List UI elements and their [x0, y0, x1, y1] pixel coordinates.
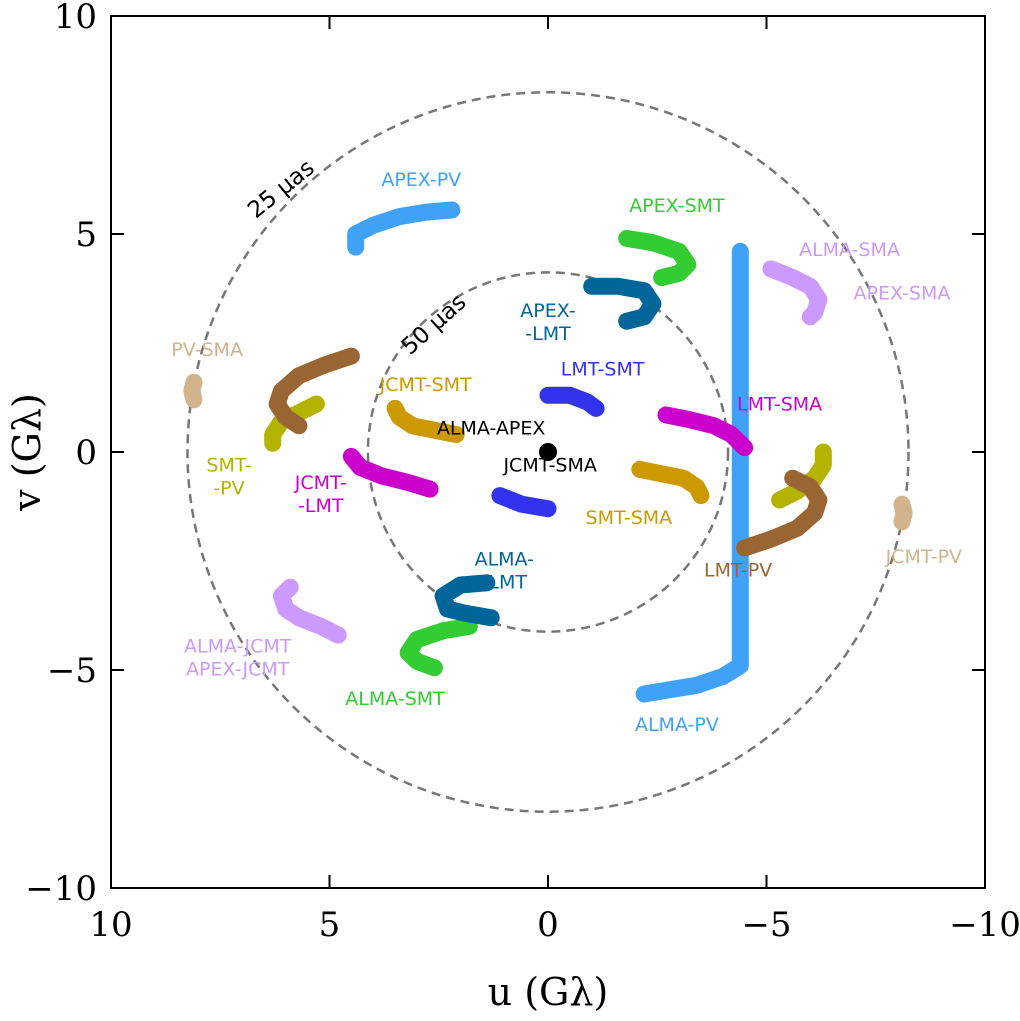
baseline-label-line: JCMT-	[294, 472, 347, 494]
track-alma-pv	[635, 242, 749, 703]
baseline-label-line: ALMA-PV	[635, 714, 719, 736]
baseline-label-line: LMT-PV	[704, 559, 772, 581]
track-alma-sma	[762, 260, 828, 326]
baseline-label-line: -PV	[213, 478, 244, 500]
baseline-label-17: ALMA-JCMT APEX-JCMT	[184, 636, 292, 681]
baseline-label-line: ALMA-SMA	[799, 239, 900, 261]
baseline-label-19: ALMA-PV	[635, 714, 719, 736]
baseline-label-line: ALMA-SMT	[345, 688, 445, 710]
baseline-label-line: APEX-SMT	[629, 195, 725, 217]
baseline-label-line: JCMT-SMT	[379, 374, 472, 396]
baseline-label-0: APEX-PV	[381, 169, 461, 191]
track-apex-lmt	[583, 277, 662, 330]
baseline-label-8: LMT-SMA	[737, 394, 822, 416]
baseline-label-line: -LMT	[525, 323, 571, 345]
track-lmt-pv-conj-	[736, 469, 828, 557]
y-tick-label: 0	[75, 433, 97, 473]
baseline-label-18: ALMA-SMT	[345, 688, 445, 710]
track-lmt-pv	[268, 347, 360, 435]
baseline-label-12: JCMT--LMT	[294, 472, 347, 517]
baseline-label-line: SMT-SMA	[586, 507, 673, 529]
track-smt-sma	[631, 460, 710, 505]
track-apex-pv	[347, 201, 461, 256]
track-lmt-sma	[657, 406, 754, 457]
baseline-label-11: SMT--PV	[206, 455, 251, 500]
baseline-label-14: JCMT-PV	[885, 546, 962, 568]
center-point	[539, 443, 557, 461]
baseline-label-line: PV-SMA	[171, 339, 243, 361]
baseline-label-13: SMT-SMA	[586, 507, 673, 529]
baseline-label-line: APEX-SMA	[854, 282, 951, 304]
y-tick-label: 5	[75, 215, 97, 255]
track-pv-sma	[183, 373, 203, 409]
baseline-label-line: -LMT	[482, 571, 528, 593]
ring-label-0: 25 μas	[243, 155, 319, 224]
baseline-label-line: ALMA-	[475, 548, 534, 570]
track-alma-jcmt	[272, 578, 347, 644]
baseline-label-line: APEX-	[520, 300, 575, 322]
ring-label-1: 50 μas	[397, 289, 472, 360]
baseline-label-line: -LMT	[298, 495, 344, 517]
ring-0	[186, 91, 910, 813]
track-apex-smt	[618, 229, 697, 287]
baseline-tracks	[183, 201, 913, 703]
baseline-label-1: APEX-SMT	[629, 195, 725, 217]
baseline-label-15: LMT-PV	[704, 559, 772, 581]
track-alma-lmt	[434, 574, 500, 627]
ring-1	[366, 271, 730, 633]
y-tick-label: −10	[25, 869, 97, 909]
track-smt-pv-conj-	[771, 443, 832, 509]
baseline-label-9: ALMA-APEX	[437, 418, 545, 440]
x-tick-label: 5	[319, 905, 341, 945]
track-jcmt-pv	[893, 495, 913, 531]
baseline-labels: APEX-PVAPEX-SMTALMA-SMAAPEX-SMAAPEX--LMT…	[171, 169, 962, 736]
baseline-label-line: ALMA-JCMT	[184, 636, 292, 658]
track-jcmt-sma	[491, 487, 557, 518]
y-axis-label: v (Gλ)	[5, 393, 49, 512]
track-alma-smt	[399, 617, 478, 677]
y-tick-label: 10	[54, 0, 97, 37]
x-tick-label: −10	[949, 905, 1020, 945]
track-jcmt-lmt	[342, 447, 439, 498]
y-tick-label: −5	[47, 651, 97, 691]
baseline-label-2: ALMA-SMA	[799, 239, 900, 261]
track-lmt-smt	[539, 386, 605, 417]
baseline-label-3: APEX-SMA	[854, 282, 951, 304]
baseline-label-7: JCMT-SMT	[379, 374, 472, 396]
x-axis-label: u (Gλ)	[488, 970, 609, 1014]
track-jcmt-smt	[386, 399, 465, 444]
baseline-label-line: ALMA-APEX	[437, 418, 545, 440]
x-tick-label: 10	[89, 905, 132, 945]
baseline-label-10: JCMT-SMA	[502, 455, 596, 477]
x-tick-label: 0	[537, 905, 559, 945]
baseline-label-16: ALMA--LMT	[475, 548, 534, 593]
baseline-label-5: PV-SMA	[171, 339, 243, 361]
baseline-label-line: JCMT-SMA	[502, 455, 596, 477]
baseline-label-line: APEX-PV	[381, 169, 461, 191]
baseline-label-line: LMT-SMT	[561, 359, 645, 381]
baseline-label-line: APEX-JCMT	[186, 659, 290, 681]
baseline-label-line: SMT-	[206, 455, 251, 477]
x-tick-label: −5	[741, 905, 791, 945]
baseline-label-6: LMT-SMT	[561, 359, 645, 381]
baseline-label-line: LMT-SMA	[737, 394, 822, 416]
baseline-label-4: APEX--LMT	[520, 300, 575, 345]
center-point-layer	[539, 443, 557, 461]
baseline-label-line: JCMT-PV	[885, 546, 962, 568]
